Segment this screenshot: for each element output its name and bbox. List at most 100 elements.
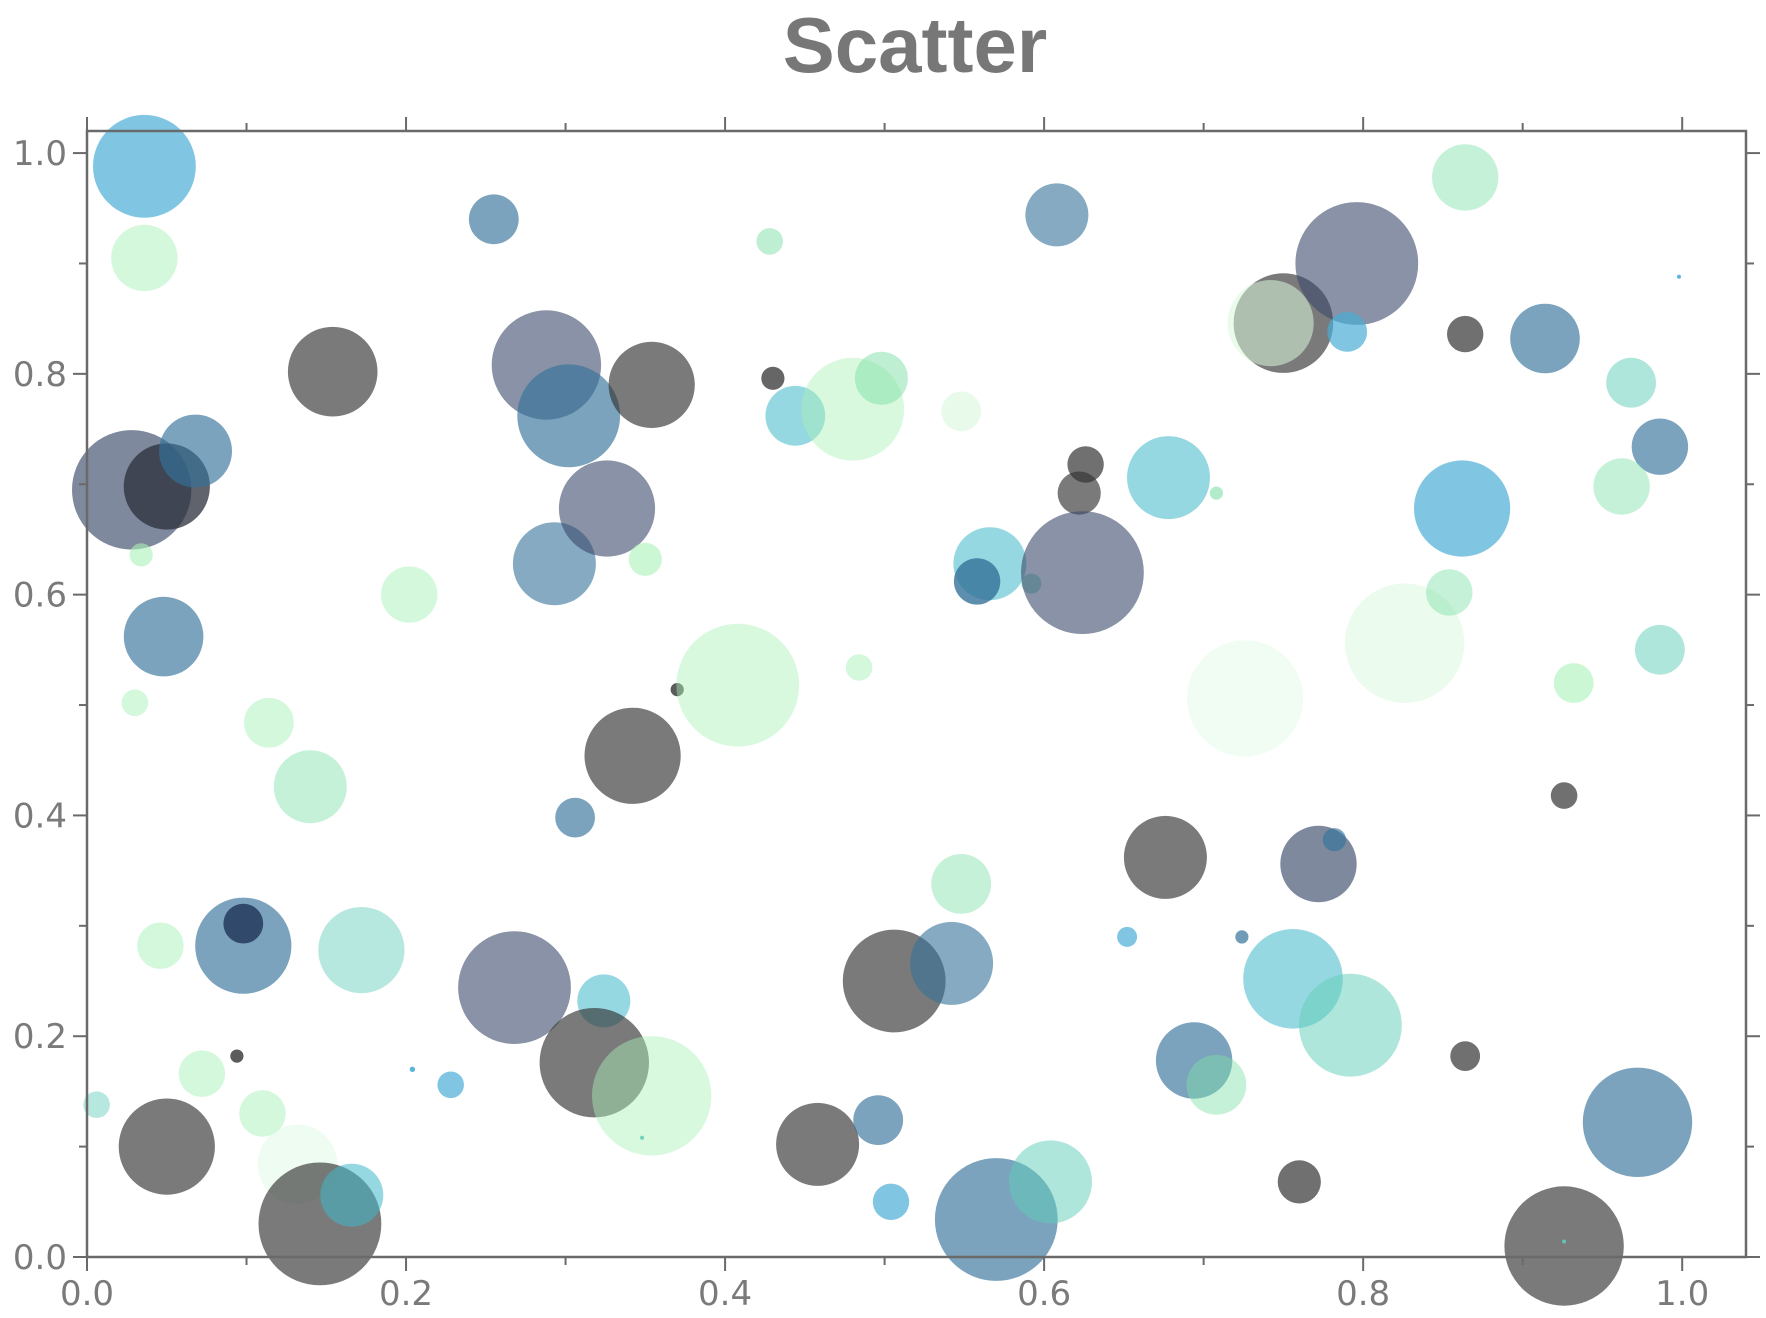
scatter-point-56 — [1550, 782, 1578, 809]
scatter-point-12 — [941, 391, 982, 432]
scatter-point-57 — [195, 897, 292, 994]
scatter-point-8 — [761, 366, 785, 390]
scatter-point-3 — [287, 326, 378, 417]
scatter-point-39 — [845, 654, 873, 681]
scatter-point-13 — [1025, 183, 1089, 247]
scatter-point-15 — [1227, 280, 1314, 367]
scatter-point-78 — [931, 854, 992, 914]
tick-labels-layer: 0.0 0.2 0.4 0.6 0.8 1.0 0.0 0.2 0.4 0.6 0.8 1.0 — [13, 134, 1709, 1314]
scatter-point-5 — [517, 364, 621, 468]
scatter-point-59 — [137, 922, 184, 969]
scatter-point-75 — [437, 1071, 465, 1099]
x-tick-label-5: 1.0 — [1655, 1274, 1709, 1314]
y-tick-label-1: 0.2 — [13, 1017, 67, 1057]
scatter-point-93 — [1277, 1160, 1321, 1204]
scatter-point-32 — [273, 750, 347, 824]
scatter-point-66 — [230, 1049, 244, 1063]
scatter-point-35 — [558, 460, 656, 557]
scatter-point-50 — [1187, 640, 1304, 757]
scatter-point-87 — [1155, 1022, 1233, 1099]
scatter-point-88 — [1186, 1054, 1247, 1115]
scatter-point-1 — [111, 224, 178, 292]
scatter-point-53 — [1414, 460, 1511, 557]
scatter-point-21 — [1677, 274, 1681, 279]
scatter-point-38 — [676, 623, 800, 747]
x-tick-label-3: 0.6 — [1017, 1274, 1071, 1314]
scatter-point-60 — [318, 907, 405, 994]
scatter-point-20 — [1510, 303, 1580, 374]
scatter-point-37 — [670, 683, 684, 697]
scatter-point-52 — [1426, 569, 1473, 616]
scatter-point-85 — [1117, 926, 1138, 947]
scatter-point-58 — [223, 903, 264, 944]
scatter-point-80 — [853, 1095, 904, 1145]
scatter-point-40 — [584, 707, 681, 804]
ticks-layer — [73, 117, 1760, 1271]
scatter-point-67 — [178, 1050, 226, 1097]
scatter-point-46 — [1057, 471, 1101, 515]
scatter-point-30 — [121, 689, 149, 717]
scatter-point-7 — [756, 228, 783, 255]
scatter-point-70 — [118, 1098, 215, 1195]
scatter-point-84 — [1123, 815, 1207, 899]
scatter-point-2 — [468, 194, 519, 245]
x-tick-label-1: 0.2 — [379, 1274, 433, 1314]
scatter-point-51 — [1344, 583, 1465, 703]
scatter-point-86 — [1235, 930, 1249, 944]
scatter-point-19 — [1447, 315, 1484, 353]
x-tick-label-0: 0.0 — [60, 1274, 114, 1314]
scatter-point-55 — [1635, 624, 1685, 675]
y-tick-label-3: 0.6 — [13, 576, 67, 616]
scatter-point-64 — [592, 1036, 712, 1156]
scatter-point-54 — [1553, 663, 1594, 703]
scatter-point-96 — [1562, 1239, 1567, 1244]
scatter-point-28 — [129, 543, 153, 567]
scatter-point-73 — [320, 1163, 384, 1227]
y-tick-label-5: 1.0 — [13, 134, 67, 174]
scatter-point-81 — [872, 1183, 910, 1221]
scatter-point-29 — [123, 596, 204, 677]
scatter-point-24 — [1593, 458, 1650, 515]
scatter-point-49 — [1209, 486, 1223, 500]
y-tick-label-4: 0.8 — [13, 355, 67, 395]
scatter-point-23 — [1631, 418, 1689, 475]
scatter-point-68 — [83, 1091, 110, 1118]
x-tick-label-2: 0.4 — [698, 1274, 752, 1314]
scatter-point-95 — [1504, 1186, 1624, 1306]
scatter-point-79 — [776, 1102, 860, 1186]
scatter-point-92 — [1322, 828, 1346, 852]
plot-frame — [85, 129, 1748, 1259]
scatter-point-41 — [555, 797, 595, 838]
x-tick-label-4: 0.8 — [1336, 1274, 1390, 1314]
chart-title: Scatter — [783, 1, 1047, 89]
y-tick-label-0: 0.0 — [13, 1238, 67, 1278]
y-tick-label-2: 0.4 — [13, 796, 67, 836]
scatter-point-77 — [910, 921, 994, 1005]
scatter-point-97 — [1582, 1067, 1693, 1178]
scatter-point-22 — [1606, 357, 1656, 408]
scatter-point-47 — [1021, 511, 1144, 634]
scatter-point-94 — [1450, 1041, 1481, 1071]
scatter-point-48 — [1127, 436, 1210, 520]
scatter-point-31 — [244, 697, 294, 748]
scatter-point-9 — [765, 385, 826, 446]
scatter-point-36 — [628, 542, 662, 576]
points-layer — [72, 114, 1693, 1306]
scatter-point-33 — [381, 566, 438, 623]
scatter-point-17 — [1327, 312, 1368, 352]
scatter-point-83 — [1009, 1140, 1092, 1224]
scatter-point-63 — [539, 1007, 649, 1118]
scatter-point-65 — [640, 1135, 645, 1140]
scatter-point-0 — [92, 114, 196, 218]
scatter-point-69 — [239, 1090, 286, 1137]
scatter-point-6 — [608, 341, 695, 428]
scatter-point-90 — [1299, 973, 1402, 1077]
scatter-point-43 — [953, 558, 1001, 605]
scatter-point-61 — [458, 931, 571, 1044]
scatter-point-18 — [1432, 144, 1499, 211]
scatter-point-27 — [159, 414, 232, 488]
scatter-point-16 — [1295, 202, 1419, 325]
scatter-point-74 — [409, 1066, 416, 1073]
